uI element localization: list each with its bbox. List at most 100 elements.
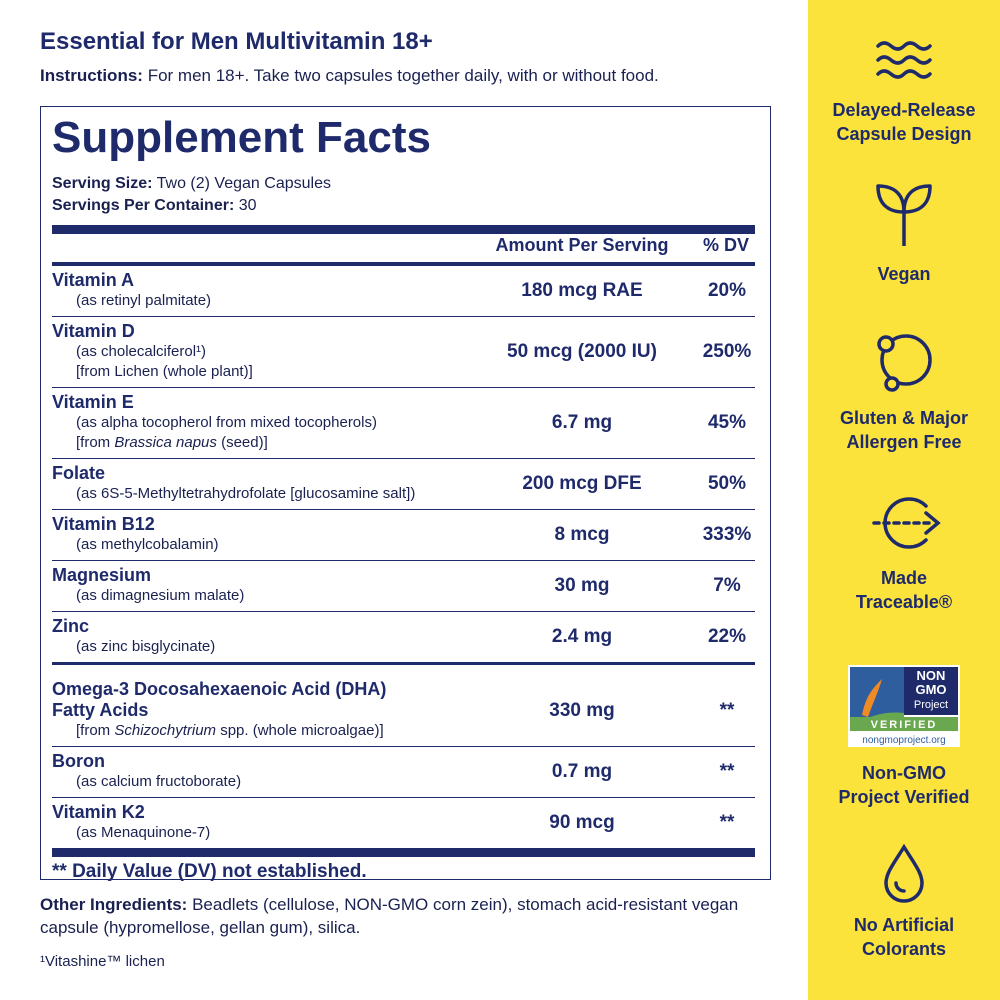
daily-value: 20% xyxy=(707,280,747,301)
nutrient-detail: [from Lichen (whole plant)] xyxy=(52,362,755,382)
line: Allergen Free xyxy=(846,432,962,452)
feature-label: Made Traceable® xyxy=(808,566,1000,614)
detail-text: (as methylcobalamin) xyxy=(76,536,219,553)
daily-value: 45% xyxy=(707,412,747,433)
nutrient-detail: [from Brassica napus (seed)] xyxy=(52,433,755,453)
facts-row: Vitamin E (as alpha tocopherol from mixed… xyxy=(52,388,755,459)
amount: 200 mcg DFE xyxy=(522,473,642,494)
detail-text: (as calcium fructoborate) xyxy=(76,773,242,790)
detail-text: (seed)] xyxy=(216,434,268,451)
feature-label: Non-GMO Project Verified xyxy=(808,761,1000,809)
text: 30 xyxy=(238,197,257,214)
label: Other Ingredients: xyxy=(40,895,188,914)
column-header: % DV xyxy=(702,235,749,255)
daily-value: ** xyxy=(719,699,735,721)
daily-value: ** xyxy=(719,761,735,782)
facts-row: Magnesium (as dimagnesium malate) 30 mg 7% xyxy=(52,561,755,612)
detail-text: (as retinyl palmitate) xyxy=(76,292,212,309)
row-group: Omega-3 Docosahexaenoic Acid (DHA) Fatty … xyxy=(52,665,755,857)
line: Project Verified xyxy=(838,787,970,807)
sprout-icon xyxy=(876,184,932,246)
rule xyxy=(52,262,755,266)
badge-text: VERIFIED xyxy=(871,719,938,731)
amount: 90 mcg xyxy=(549,812,615,833)
detail-text: (as cholecalciferol¹) xyxy=(76,343,207,360)
traceable-icon xyxy=(872,497,941,549)
line: Capsule Design xyxy=(836,124,972,144)
feature-label: No Artificial Colorants xyxy=(808,913,1000,961)
serving-size: Serving Size: Two (2) Vegan Capsules xyxy=(52,175,331,193)
detail-text: Brassica napus xyxy=(114,434,217,451)
text: For men 18+. Take two capsules together … xyxy=(147,66,659,85)
line: Traceable® xyxy=(855,592,953,612)
badge-text: NON xyxy=(917,668,946,683)
feature-label: Vegan xyxy=(808,262,1000,286)
servings-per-container: Servings Per Container: 30 xyxy=(52,197,257,215)
facts-row: Vitamin D (as cholecalciferol¹) [from Lich… xyxy=(52,317,755,388)
label: Instructions: xyxy=(40,66,143,85)
facts-row: Vitamin B12 (as methylcobalamin) 8 mcg 333% xyxy=(52,510,755,561)
nutrient-name: Vitamin A xyxy=(52,270,135,290)
nutrient-name: Vitamin D xyxy=(52,321,135,341)
nutrient-detail: (as zinc bisglycinate) xyxy=(52,637,755,657)
line: Vegan xyxy=(877,264,931,284)
detail-text: (as alpha tocopherol from mixed tocopher… xyxy=(76,414,377,431)
line: Non-GMO xyxy=(862,763,946,783)
facts-row: Boron (as calcium fructoborate) 0.7 mg ** xyxy=(52,747,755,798)
row-group: Vitamin A (as retinyl palmitate) 180 mcg R… xyxy=(52,266,755,665)
nutrient-name: Vitamin E xyxy=(52,392,134,412)
nutrient-name: Magnesium xyxy=(52,565,152,585)
nutrient-name: Zinc xyxy=(52,616,90,636)
feature-sidebar: Delayed-Release Capsule Design Vegan Glut… xyxy=(808,0,1000,1000)
amount: 330 mg xyxy=(549,699,615,721)
instructions: Instructions: For men 18+. Take two caps… xyxy=(40,66,659,86)
nutrient-detail: (as calcium fructoborate) xyxy=(52,772,755,792)
detail-text: [from Lichen (whole plant)] xyxy=(76,363,253,380)
amount: 30 mg xyxy=(554,575,610,596)
detail-text: Schizochytrium xyxy=(114,722,217,739)
rule xyxy=(52,225,755,234)
amount: 50 mcg (2000 IU) xyxy=(507,341,657,362)
text: Beadlets (cellulose, NON-GMO corn zein),… xyxy=(40,895,739,937)
footnote: ¹Vitashine™ lichen xyxy=(40,953,165,970)
detail-text: (as zinc bisglycinate) xyxy=(76,638,216,655)
detail-text: spp. (whole microalgae)] xyxy=(216,722,384,739)
feature-label: Gluten & Major Allergen Free xyxy=(808,406,1000,454)
detail-text: (as 6S-5-Methyltetrahydrofolate [glucosa… xyxy=(76,485,416,502)
text: Two (2) Vegan Capsules xyxy=(156,175,331,192)
detail-text: [from xyxy=(76,434,115,451)
facts-row: Folate (as 6S-5-Methyltetrahydrofolate [g… xyxy=(52,459,755,510)
daily-value: 50% xyxy=(707,473,747,494)
line: Delayed-Release xyxy=(832,100,976,120)
badge-text: GMO xyxy=(915,682,946,697)
nutrient-detail: (as cholecalciferol¹) xyxy=(52,342,755,362)
amount: 6.7 mg xyxy=(551,412,613,433)
facts-panel: Supplement Facts Serving Size: Two (2) V… xyxy=(40,106,771,882)
amount: 180 mcg RAE xyxy=(521,280,643,301)
nutrient-detail: (as retinyl palmitate) xyxy=(52,291,755,311)
nutrient-detail: (as dimagnesium malate) xyxy=(52,586,755,606)
amount: 2.4 mg xyxy=(551,626,613,647)
nutrient-name: Fatty Acids xyxy=(52,700,149,720)
nutrient-name: Vitamin K2 xyxy=(52,802,145,822)
label: Servings Per Container: xyxy=(52,197,235,214)
daily-value: 7% xyxy=(713,575,741,596)
nutrient-detail: [from Schizochytrium spp. (whole microal… xyxy=(52,721,755,741)
allergen-icon xyxy=(877,334,932,392)
other-ingredients: Other Ingredients: Beadlets (cellulose, … xyxy=(40,893,785,939)
nutrient-detail: (as Menaquinone-7) xyxy=(52,823,755,843)
detail-text: (as Menaquinone-7) xyxy=(76,824,211,841)
facts-row: Vitamin A (as retinyl palmitate) 180 mcg R… xyxy=(52,266,755,317)
badge-text: Project xyxy=(914,699,948,711)
drop-icon xyxy=(884,843,924,903)
daily-value: 333% xyxy=(702,524,752,545)
line: Colorants xyxy=(861,939,946,959)
daily-value: 22% xyxy=(707,626,747,647)
facts-row: Zinc (as zinc bisglycinate) 2.4 mg 22% xyxy=(52,612,755,665)
daily-value: ** xyxy=(719,812,735,833)
facts-footnote: ** Daily Value (DV) not established. xyxy=(52,861,367,882)
amount: 0.7 mg xyxy=(551,761,613,782)
amount: 8 mcg xyxy=(554,524,610,545)
nutrient-name: Vitamin B12 xyxy=(52,514,155,534)
line: Made xyxy=(880,568,927,588)
